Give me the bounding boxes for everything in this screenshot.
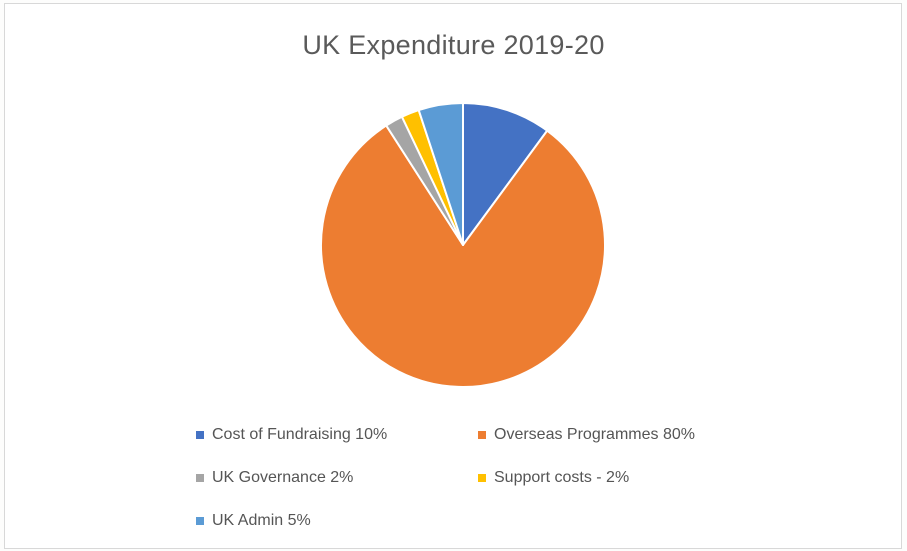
legend-swatch-uk-admin bbox=[196, 517, 204, 525]
legend-swatch-cost-of-fundraising bbox=[196, 431, 204, 439]
legend-item-uk-governance: UK Governance 2% bbox=[196, 469, 353, 487]
legend-item-support-costs: Support costs - 2% bbox=[478, 469, 629, 487]
legend-label-overseas-programmes: Overseas Programmes 80% bbox=[494, 426, 695, 443]
legend-label-cost-of-fundraising: Cost of Fundraising 10% bbox=[212, 426, 388, 443]
legend-label-uk-governance: UK Governance 2% bbox=[212, 469, 354, 486]
legend-swatch-support-costs bbox=[478, 474, 486, 482]
legend-label-support-costs: Support costs - 2% bbox=[494, 469, 630, 486]
legend-item-overseas-programmes: Overseas Programmes 80% bbox=[478, 426, 695, 444]
legend-item-cost-of-fundraising: Cost of Fundraising 10% bbox=[196, 426, 387, 444]
legend-swatch-overseas-programmes bbox=[478, 431, 486, 439]
pie-slice-overseas-programmes bbox=[320, 124, 606, 388]
pie-slice-uk-admin bbox=[417, 102, 464, 246]
legend-label-uk-admin: UK Admin 5% bbox=[212, 512, 311, 529]
chart-title: UK Expenditure 2019-20 bbox=[302, 30, 605, 60]
legend-swatch-uk-governance bbox=[196, 474, 204, 482]
legend-item-uk-admin: UK Admin 5% bbox=[196, 512, 311, 530]
pie-slice-cost-of-fundraising bbox=[462, 102, 549, 246]
